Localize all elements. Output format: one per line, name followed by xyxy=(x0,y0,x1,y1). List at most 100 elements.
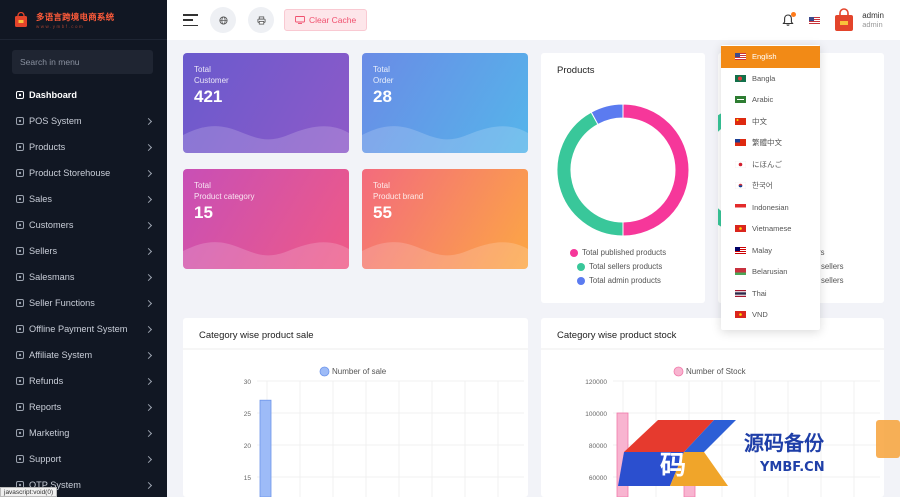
language-option[interactable]: 中文 xyxy=(721,111,820,133)
legend-label: Total admin products xyxy=(589,276,661,285)
clear-cache-button[interactable]: Clear Cache xyxy=(284,9,368,31)
card-label-1: Total xyxy=(373,181,390,190)
functions-icon xyxy=(16,299,24,307)
menu-search-input[interactable]: Search in menu xyxy=(12,50,153,74)
flag-icon xyxy=(735,139,746,147)
language-label: 繁體中文 xyxy=(752,138,782,148)
products-panel-title: Products xyxy=(557,65,595,76)
language-option[interactable]: English xyxy=(721,46,820,68)
sidebar-item-seller-functions[interactable]: Seller Functions xyxy=(0,290,167,316)
language-label: 한국어 xyxy=(752,181,773,191)
language-option[interactable]: Thai xyxy=(721,283,820,305)
dashboard-icon xyxy=(16,91,24,99)
sidebar-item-label: Salesmans xyxy=(29,272,75,282)
card-value: 28 xyxy=(373,87,392,106)
y-tick-label: 100000 xyxy=(585,411,607,418)
brand-name: 多语言跨境电商系统 xyxy=(36,11,115,22)
print-button[interactable] xyxy=(248,7,274,33)
sidebar-item-support[interactable]: Support xyxy=(0,446,167,472)
legend-partial: sellers xyxy=(821,276,844,285)
sidebar-item-salesmans[interactable]: Salesmans xyxy=(0,264,167,290)
menu-toggle-icon[interactable] xyxy=(183,14,198,26)
globe-button[interactable] xyxy=(210,7,236,33)
sidebar-item-label: Sellers xyxy=(29,246,58,256)
card-label-1: Total xyxy=(194,181,211,190)
legend-item-sellers[interactable]: Total sellers products xyxy=(577,262,662,271)
legend-item-published[interactable]: Total published products xyxy=(570,248,666,257)
chevron-right-icon xyxy=(144,247,153,255)
legend-label: Number of Stock xyxy=(686,367,747,376)
affiliate-icon xyxy=(16,351,24,359)
language-option[interactable]: VND xyxy=(721,304,820,326)
customers-icon xyxy=(16,221,24,229)
language-option[interactable]: 한국어 xyxy=(721,175,820,197)
language-label: Malay xyxy=(752,245,773,255)
language-label: Belarusian xyxy=(752,267,788,277)
sidebar-item-offline-payment-system[interactable]: Offline Payment System xyxy=(0,316,167,342)
y-tick-label: 15 xyxy=(244,475,252,482)
language-label: Indonesian xyxy=(752,202,789,212)
language-label: Thai xyxy=(752,288,767,298)
brand[interactable]: 多语言跨境电商系统 www.ymbf.com xyxy=(0,0,167,40)
avatar[interactable] xyxy=(834,8,854,32)
y-tick-label: 20 xyxy=(244,443,252,450)
watermark-glyph: 码 xyxy=(660,451,686,481)
sidebar-item-label: Products xyxy=(29,142,66,152)
pie-slice[interactable] xyxy=(556,111,624,237)
language-option[interactable]: Malay xyxy=(721,240,820,262)
legend-swatch[interactable] xyxy=(673,366,684,377)
legend-swatch[interactable] xyxy=(319,366,330,377)
flag-icon xyxy=(735,53,746,61)
language-option[interactable]: Vietnamese xyxy=(721,218,820,240)
sidebar-item-sellers[interactable]: Sellers xyxy=(0,238,167,264)
chevron-right-icon xyxy=(144,325,153,333)
printer-icon xyxy=(256,15,266,25)
watermark-domain: YMBF.CN xyxy=(759,460,825,475)
y-tick-label: 120000 xyxy=(585,379,607,386)
chevron-right-icon xyxy=(144,143,153,151)
sidebar-item-label: Marketing xyxy=(29,428,70,438)
chevron-right-icon xyxy=(144,377,153,385)
y-tick-label: 25 xyxy=(244,411,252,418)
language-option[interactable]: 繁體中文 xyxy=(721,132,820,154)
pie-slice[interactable] xyxy=(590,103,624,126)
flag-icon xyxy=(735,246,746,254)
sidebar-item-dashboard[interactable]: Dashboard xyxy=(0,82,167,108)
flag-icon xyxy=(735,182,746,190)
chevron-right-icon xyxy=(144,117,153,125)
card-label-2: Order xyxy=(373,76,394,85)
language-option[interactable]: Belarusian xyxy=(721,261,820,283)
legend-item-admin[interactable]: Total admin products xyxy=(577,276,661,285)
flag-icon xyxy=(735,311,746,319)
language-option[interactable]: Indonesian xyxy=(721,197,820,219)
sidebar-item-label: Refunds xyxy=(29,376,64,386)
sidebar-item-customers[interactable]: Customers xyxy=(0,212,167,238)
sidebar-item-reports[interactable]: Reports xyxy=(0,394,167,420)
sidebar-item-marketing[interactable]: Marketing xyxy=(0,420,167,446)
chevron-right-icon xyxy=(144,429,153,437)
bar[interactable] xyxy=(259,399,272,497)
user-name[interactable]: admin xyxy=(862,11,884,20)
sidebar-item-refunds[interactable]: Refunds xyxy=(0,368,167,394)
language-option[interactable]: Bangla xyxy=(721,68,820,90)
sidebar-item-pos-system[interactable]: POS System xyxy=(0,108,167,134)
chevron-right-icon xyxy=(144,351,153,359)
pie-slice[interactable] xyxy=(622,103,690,237)
language-label: Bangla xyxy=(752,73,776,83)
sidebar-menu: Dashboard POS System Products Product Store… xyxy=(0,82,167,497)
language-option[interactable]: Arabic xyxy=(721,89,820,111)
language-option[interactable]: にほんご xyxy=(721,154,820,176)
notification-bell-icon[interactable] xyxy=(781,12,797,27)
flag-icon xyxy=(735,289,746,297)
sidebar-item-product-storehouse[interactable]: Product Storehouse xyxy=(0,160,167,186)
card-label-2: Product category xyxy=(194,192,255,201)
pos-icon xyxy=(16,117,24,125)
sidebar-item-affiliate-system[interactable]: Affiliate System xyxy=(0,342,167,368)
us-flag-icon[interactable] xyxy=(809,16,821,24)
notification-dot xyxy=(791,12,797,17)
payment-icon xyxy=(16,325,24,333)
products-donut-chart xyxy=(556,103,690,237)
sidebar-item-sales[interactable]: Sales xyxy=(0,186,167,212)
sidebar-item-products[interactable]: Products xyxy=(0,134,167,160)
sidebar-item-label: Product Storehouse xyxy=(29,168,111,178)
